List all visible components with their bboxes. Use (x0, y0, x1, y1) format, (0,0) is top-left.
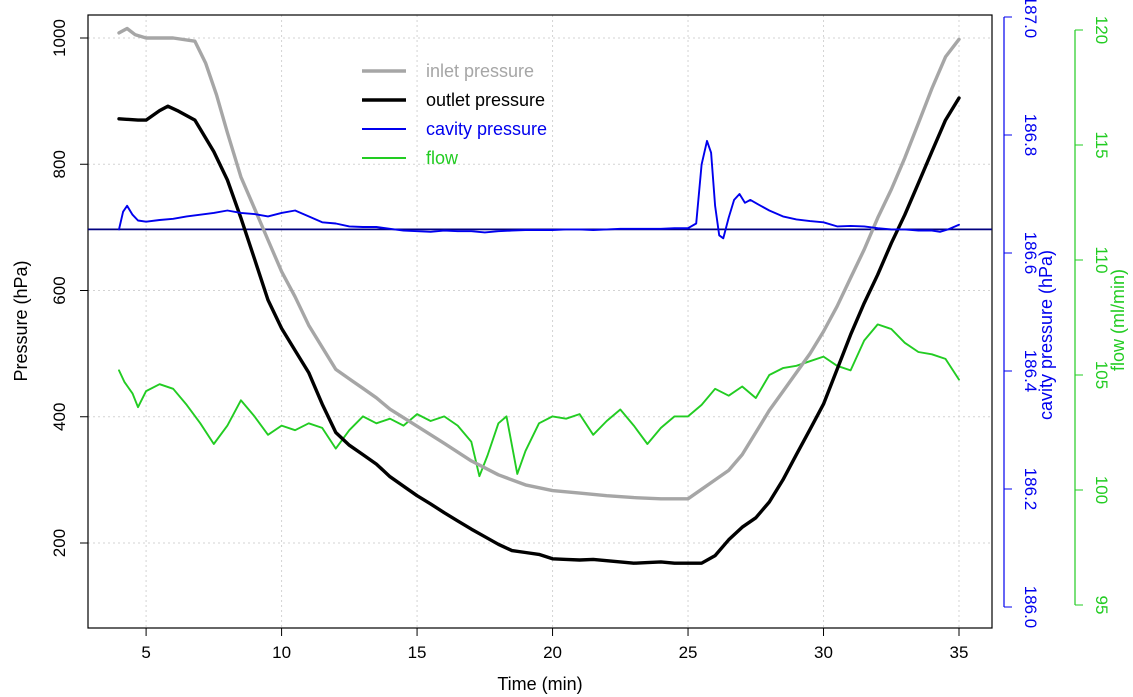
series-line-cavity-pressure (118, 139, 960, 240)
x-tick-label: 30 (814, 643, 833, 662)
left-tick-label: 1000 (50, 19, 69, 57)
flow-tick-label: 100 (1092, 476, 1111, 504)
x-tick-label: 25 (679, 643, 698, 662)
legend-label-outlet-pressure: outlet pressure (426, 90, 545, 110)
cavity-tick-label: 186.8 (1021, 114, 1040, 157)
cavity-tick-label: 186.0 (1021, 586, 1040, 629)
left-tick-label: 200 (50, 529, 69, 557)
left-axis-title: Pressure (hPa) (11, 260, 31, 381)
x-tick-label: 5 (141, 643, 150, 662)
series-line-outlet-pressure (117, 96, 961, 565)
cavity-axis-title: cavity pressure (hPa) (1036, 250, 1056, 420)
x-axis-title: Time (min) (497, 674, 582, 694)
flow-tick-label: 105 (1092, 361, 1111, 389)
legend-label-flow: flow (426, 148, 459, 168)
plot-frame (87, 14, 993, 629)
legend-label-cavity-pressure: cavity pressure (426, 119, 547, 139)
x-tick-label: 10 (272, 643, 291, 662)
left-tick-label: 600 (50, 276, 69, 304)
flow-tick-label: 115 (1092, 131, 1111, 158)
left-tick-label: 800 (50, 150, 69, 178)
cavity-tick-label: 186.4 (1021, 350, 1040, 393)
flow-tick-label: 120 (1092, 16, 1111, 44)
cavity-tick-label: 187.0 (1021, 0, 1040, 38)
left-tick-label: 400 (50, 403, 69, 431)
legend-label-inlet-pressure: inlet pressure (426, 61, 534, 81)
x-tick-label: 15 (408, 643, 427, 662)
series-line-flow (118, 323, 960, 478)
series-line-inlet-pressure (117, 26, 961, 501)
cavity-tick-label: 186.6 (1021, 232, 1040, 275)
flow-tick-label: 110 (1092, 246, 1111, 273)
x-tick-label: 35 (950, 643, 969, 662)
x-tick-label: 20 (543, 643, 562, 662)
flow-tick-label: 95 (1092, 596, 1111, 615)
cavity-tick-label: 186.2 (1021, 468, 1040, 511)
flow-axis-title: flow (ml/min) (1108, 269, 1128, 371)
